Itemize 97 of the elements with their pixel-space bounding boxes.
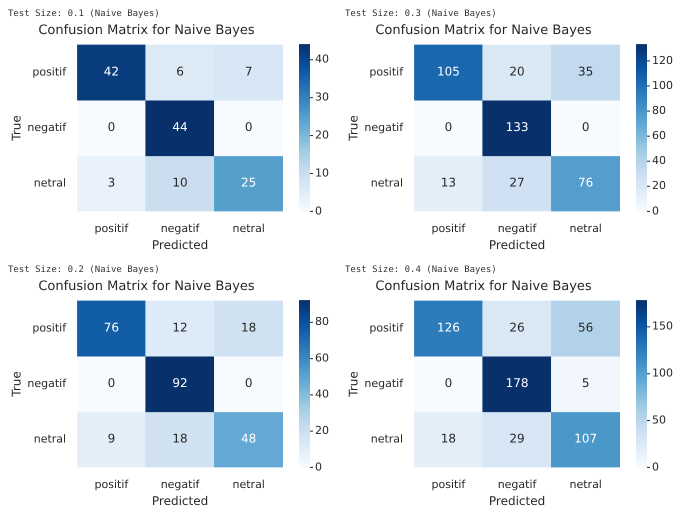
color-bar-label: 20 <box>315 424 329 437</box>
x-tick-label: negatif <box>498 478 538 491</box>
data-label: 3 <box>108 176 116 190</box>
y-tick-label: negatif <box>364 120 404 134</box>
color-bar-label: 50 <box>652 413 666 426</box>
data-label: 133 <box>506 120 529 134</box>
x-tick-label: negatif <box>160 222 201 235</box>
data-label: 76 <box>578 176 594 190</box>
y-tick-label: negatif <box>364 376 404 390</box>
color-bar-label: 40 <box>652 154 666 168</box>
y-tick-label: netral <box>370 176 404 190</box>
y-tick-label: positif <box>369 321 404 334</box>
color-bar-label: 80 <box>652 104 666 117</box>
color-bar-label: 0 <box>652 204 659 218</box>
color-bar-label: 0 <box>315 204 322 218</box>
x-tick-label: negatif <box>498 222 538 235</box>
data-label: 76 <box>104 320 120 335</box>
y-tick-label: netral <box>370 432 404 446</box>
data-label: 18 <box>241 320 256 335</box>
color-bar-label: 0 <box>652 460 659 474</box>
data-label: 0 <box>244 120 253 134</box>
y-axis-title: True <box>346 115 360 142</box>
color-bar-label: 60 <box>315 351 329 364</box>
color-bar-label: 20 <box>315 128 329 142</box>
color-bar-label: 150 <box>652 320 673 333</box>
y-axis-title: True <box>9 115 24 142</box>
x-tick-label: positif <box>432 478 466 491</box>
color-bar-label: 80 <box>315 315 329 328</box>
x-tick-label: negatif <box>160 478 201 491</box>
color-bar-label: 60 <box>652 129 666 142</box>
data-label: 92 <box>172 376 188 390</box>
x-tick-label: netral <box>232 222 265 235</box>
color-bar-label: 100 <box>652 366 673 380</box>
color-bar-label: 30 <box>315 90 329 104</box>
data-label: 56 <box>578 320 594 335</box>
x-tick-label: netral <box>232 478 265 491</box>
y-axis-title: True <box>346 371 360 398</box>
data-label: 0 <box>108 120 116 134</box>
color-bar-label: 100 <box>652 78 673 92</box>
data-label: 27 <box>509 176 525 190</box>
y-tick-label: netral <box>34 176 66 190</box>
data-label: 0 <box>582 120 590 134</box>
chart-subtitle: Test Size: 0.4 (Naive Bayes) <box>345 264 498 277</box>
x-tick-label: positif <box>94 222 130 235</box>
y-tick-label: negatif <box>27 376 68 390</box>
y-tick-label: positif <box>369 65 404 78</box>
data-label: 48 <box>241 432 256 446</box>
chart-subtitle: Test Size: 0.2 (Naive Bayes) <box>8 264 161 277</box>
data-label: 0 <box>244 376 253 390</box>
y-tick-label: positif <box>32 321 68 334</box>
data-label: 18 <box>172 432 188 446</box>
y-tick-label: negatif <box>27 120 68 134</box>
data-label: 35 <box>578 64 594 79</box>
data-label: 0 <box>444 376 452 390</box>
x-axis-title: Predicted <box>152 494 208 508</box>
x-tick-label: positif <box>94 478 130 491</box>
chart-title: Confusion Matrix for Naive Bayes <box>375 279 592 294</box>
data-label: 0 <box>444 120 452 134</box>
data-label: 107 <box>574 432 598 446</box>
data-label: 0 <box>108 376 116 390</box>
data-label: 18 <box>440 432 456 446</box>
color-bar-label: 40 <box>315 52 329 66</box>
data-label: 9 <box>108 432 116 446</box>
color-bar-label: 120 <box>652 54 673 67</box>
color-bar-label: 10 <box>315 166 329 180</box>
y-tick-label: positif <box>32 65 68 78</box>
data-label: 178 <box>506 376 529 390</box>
data-label: 105 <box>436 64 460 79</box>
chart-title: Confusion Matrix for Naive Bayes <box>375 23 592 38</box>
chart-subtitle: Test Size: 0.1 (Naive Bayes) <box>8 8 161 21</box>
x-tick-label: positif <box>432 222 466 235</box>
data-label: 5 <box>582 376 590 390</box>
y-axis-title: True <box>9 371 24 398</box>
chart-title: Confusion Matrix for Naive Bayes <box>38 279 255 294</box>
x-axis-title: Predicted <box>488 238 546 252</box>
data-label: 25 <box>241 176 256 190</box>
data-label: 13 <box>440 176 456 190</box>
data-label: 29 <box>509 432 525 446</box>
data-label: 42 <box>104 64 120 79</box>
color-bar-label: 40 <box>315 388 329 401</box>
data-label: 6 <box>176 64 184 79</box>
y-tick-label: netral <box>34 432 66 446</box>
data-label: 20 <box>509 64 525 79</box>
x-tick-label: netral <box>569 222 602 235</box>
x-tick-label: netral <box>569 478 602 491</box>
chart-subtitle: Test Size: 0.3 (Naive Bayes) <box>345 8 498 21</box>
data-label: 12 <box>172 320 188 335</box>
color-bar-label: 20 <box>652 179 666 192</box>
x-axis-title: Predicted <box>152 238 208 252</box>
color-bar-label: 0 <box>315 460 322 474</box>
data-label: 7 <box>244 64 253 79</box>
x-axis-title: Predicted <box>488 494 546 508</box>
data-label: 44 <box>172 120 188 134</box>
chart-title: Confusion Matrix for Naive Bayes <box>38 23 255 38</box>
data-label: 10 <box>172 176 188 190</box>
data-label: 26 <box>509 320 525 335</box>
data-label: 126 <box>436 320 460 335</box>
